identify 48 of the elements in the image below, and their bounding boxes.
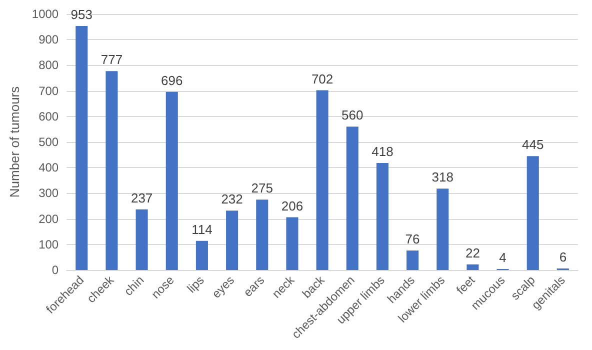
data-label: 206 [281,198,304,214]
bar [346,126,358,270]
bar [256,200,268,270]
bar [436,188,449,270]
data-label: 22 [465,245,480,260]
data-label: 232 [221,192,243,207]
bar [286,217,298,270]
data-label: 237 [130,190,153,206]
x-tick-label: ears [240,273,268,300]
data-label: 953 [70,7,92,22]
x-tick-label: chin [121,273,147,299]
data-label: 702 [311,71,334,86]
data-label: 6 [559,249,567,264]
y-tick-label: 600 [38,109,59,124]
bar [106,71,118,270]
data-label: 4 [499,250,506,265]
data-label: 114 [192,222,212,237]
data-label: 418 [372,144,394,159]
y-tick-label: 1000 [32,7,59,21]
bar [316,90,328,270]
bar [226,210,238,270]
data-label: 318 [432,170,454,185]
y-tick-label: 700 [38,84,59,98]
data-label: 76 [405,232,420,247]
y-tick-label: 500 [38,135,59,149]
y-tick-label: 0 [52,263,59,277]
x-tick-label: eyes [209,273,237,301]
bar [406,250,419,270]
bar [76,26,88,270]
bar [196,240,208,270]
bar [376,162,388,270]
data-label: 696 [161,72,183,88]
y-axis-title: Number of tumours [7,86,22,198]
bar [136,209,148,270]
data-label: 445 [522,137,544,152]
y-tick-label: 900 [38,32,59,47]
bar [466,264,479,270]
data-label: 560 [342,108,364,123]
y-tick-label: 100 [38,237,59,252]
data-label: 275 [251,180,273,196]
y-tick-label: 800 [38,58,59,72]
data-label: 777 [100,52,123,68]
y-tick-label: 400 [38,160,59,175]
bar [166,92,178,270]
y-tick-label: 300 [38,186,59,200]
x-tick-label: lips [184,273,207,296]
bar [526,156,539,270]
y-tick-label: 200 [38,212,59,226]
